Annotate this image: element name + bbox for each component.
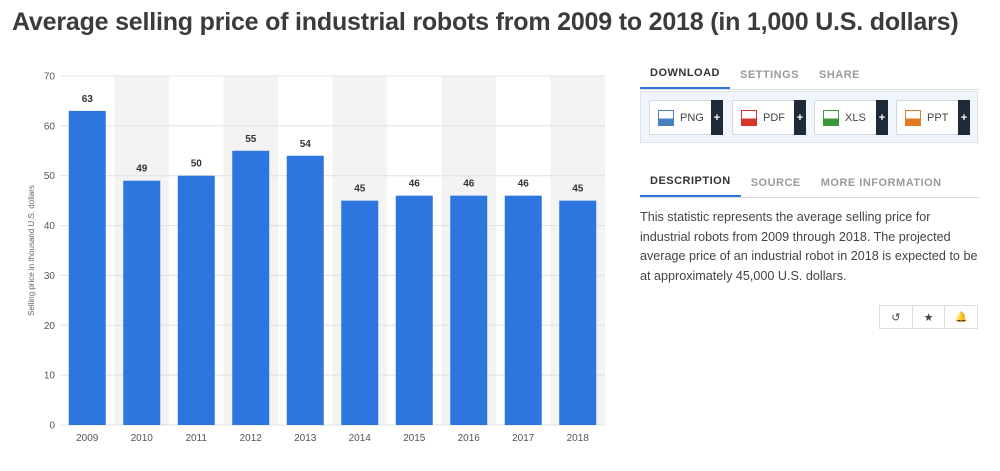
bar-2015 [395, 195, 433, 425]
y-tick-label: 10 [44, 371, 56, 382]
tab-description[interactable]: DESCRIPTION [640, 175, 741, 197]
tab-share[interactable]: SHARE [819, 69, 861, 81]
notify-button[interactable]: 🔔 [945, 306, 977, 328]
download-tab-bar: DOWNLOAD SETTINGS SHARE [640, 60, 980, 90]
pdf-file-icon [741, 109, 757, 126]
bar-2012 [232, 150, 270, 425]
y-tick-label: 0 [49, 421, 55, 432]
bar-2010 [123, 180, 161, 425]
png-file-icon [658, 109, 674, 126]
data-label-2016: 46 [463, 179, 475, 190]
x-tick-label: 2018 [567, 433, 590, 444]
star-icon: ★ [923, 311, 934, 324]
bar-2016 [450, 195, 488, 425]
y-tick-label: 50 [44, 171, 56, 182]
plus-icon[interactable]: + [794, 100, 806, 135]
download-png-button[interactable]: PNG + [649, 100, 723, 135]
xls-file-icon [823, 109, 839, 126]
download-ppt-label: PPT [927, 111, 949, 124]
y-tick-label: 20 [44, 321, 56, 332]
download-xls-button[interactable]: XLS + [814, 100, 888, 135]
description-text: This statistic represents the average se… [640, 210, 978, 283]
bar-2017 [504, 195, 542, 425]
history-button[interactable]: ↺ [880, 306, 913, 328]
x-tick-label: 2014 [349, 433, 372, 444]
tab-download[interactable]: DOWNLOAD [640, 67, 730, 89]
plus-icon[interactable]: + [876, 100, 888, 135]
favorite-button[interactable]: ★ [913, 306, 946, 328]
bar-2011 [177, 175, 215, 425]
data-label-2009: 63 [82, 94, 94, 105]
data-label-2010: 49 [136, 164, 148, 175]
data-label-2011: 50 [191, 159, 203, 170]
data-label-2013: 54 [300, 139, 312, 150]
bar-2018 [559, 200, 597, 425]
x-tick-label: 2009 [76, 433, 99, 444]
x-tick-label: 2016 [458, 433, 481, 444]
x-tick-label: 2010 [131, 433, 154, 444]
y-tick-label: 70 [44, 72, 56, 83]
bar-2009 [68, 110, 106, 426]
data-label-2012: 55 [245, 134, 257, 145]
tab-more-information[interactable]: MORE INFORMATION [820, 177, 942, 189]
chart-container: 0 10 20 30 40 50 60 70 Selling price in thousand… [15, 66, 610, 471]
y-tick-label: 40 [44, 221, 56, 232]
tab-source[interactable]: SOURCE [750, 177, 801, 189]
x-tick-label: 2011 [185, 433, 207, 444]
history-icon: ↺ [891, 311, 901, 324]
plus-icon[interactable]: + [958, 100, 970, 135]
x-tick-label: 2013 [294, 433, 317, 444]
y-axis-label: Selling price in thousand U.S. dollars [27, 185, 36, 316]
x-tick-label: 2017 [512, 433, 535, 444]
download-png-label: PNG [680, 111, 704, 124]
download-options: PNG + PDF + XLS + PPT + [640, 91, 978, 143]
action-buttons: ↺ ★ 🔔 [879, 305, 978, 329]
x-tick-label: 2015 [403, 433, 426, 444]
data-label-2017: 46 [518, 179, 530, 190]
data-label-2014: 45 [354, 184, 366, 195]
bar-chart: 0 10 20 30 40 50 60 70 Selling price in thousand… [27, 72, 605, 444]
download-pdf-button[interactable]: PDF + [732, 100, 806, 135]
x-tick-label: 2012 [240, 433, 263, 444]
info-tab-bar: DESCRIPTION SOURCE MORE INFORMATION [640, 168, 980, 198]
y-tick-label: 60 [44, 121, 56, 132]
page-title: Average selling price of industrial robo… [12, 8, 959, 36]
tab-settings[interactable]: SETTINGS [740, 69, 800, 81]
data-label-2018: 45 [572, 184, 584, 195]
bell-icon: 🔔 [954, 311, 968, 323]
download-pdf-label: PDF [763, 111, 785, 124]
data-label-2015: 46 [409, 179, 421, 190]
ppt-file-icon [905, 109, 921, 126]
download-xls-label: XLS [845, 111, 866, 124]
plus-icon[interactable]: + [711, 100, 723, 135]
download-ppt-button[interactable]: PPT + [896, 100, 970, 135]
bar-2014 [341, 200, 379, 425]
bar-2013 [286, 155, 324, 425]
y-tick-label: 30 [44, 271, 56, 282]
